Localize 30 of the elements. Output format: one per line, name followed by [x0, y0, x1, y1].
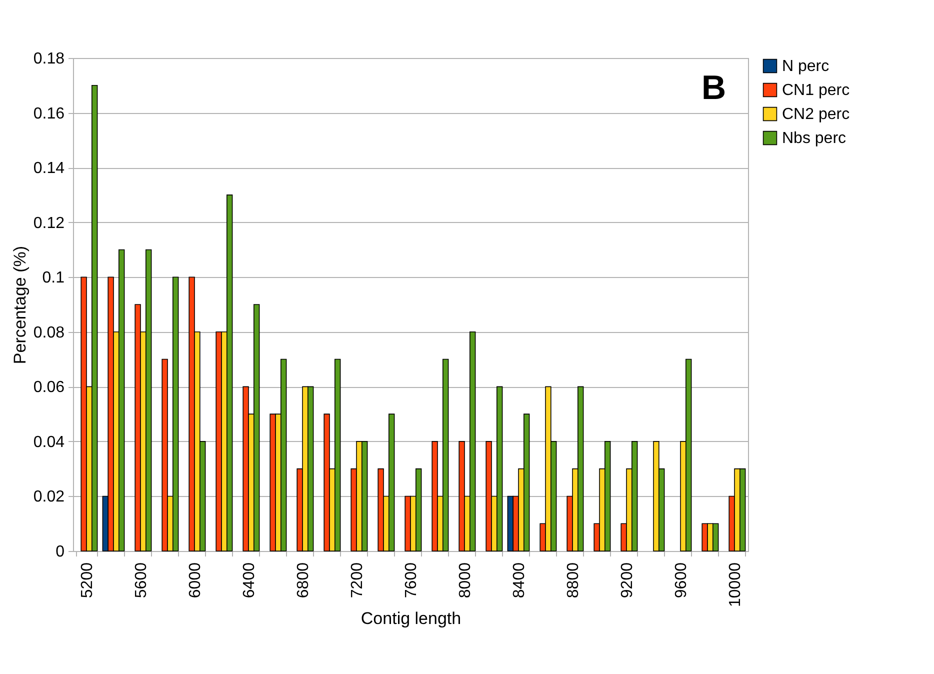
x-tick-label: 6400: [241, 562, 258, 598]
x-tick-label: 7200: [349, 562, 366, 598]
legend-label: CN1 perc: [782, 82, 850, 99]
x-tick-label: 10000: [727, 562, 744, 607]
y-tick-label: 0.02: [33, 488, 65, 506]
y-tick-label: 0.12: [33, 214, 65, 232]
x-tick-label: 8800: [565, 562, 582, 598]
y-tick-label: 0.08: [33, 324, 65, 342]
y-tick-label: 0: [56, 544, 65, 560]
x-tick-label: 8000: [457, 562, 474, 598]
x-axis-title: Contig length: [360, 608, 462, 628]
x-tick-label: 6000: [187, 562, 204, 598]
y-axis-title: Percentage (%): [10, 246, 30, 364]
x-tick-label: 9200: [619, 562, 636, 598]
x-tick-label: 5200: [79, 562, 96, 598]
y-tick-label: 0.18: [33, 50, 65, 68]
legend-label: Nbs perc: [782, 130, 846, 147]
x-tick-label: 6800: [295, 562, 312, 598]
legend-label: N perc: [782, 58, 830, 75]
x-tick-label: 7600: [403, 562, 420, 598]
x-tick-label: 5600: [133, 562, 150, 598]
y-tick-label: 0.16: [33, 105, 65, 122]
y-tick-label: 0.04: [33, 434, 65, 451]
x-tick-label: 9600: [673, 562, 690, 598]
legend-label: CN2 perc: [782, 106, 850, 123]
y-tick-label: 0.14: [33, 160, 65, 178]
y-tick-label: 0.1: [42, 270, 65, 287]
annotation: B: [701, 69, 726, 107]
x-tick-label: 8400: [511, 562, 528, 598]
y-tick-label: 0.06: [33, 379, 65, 396]
